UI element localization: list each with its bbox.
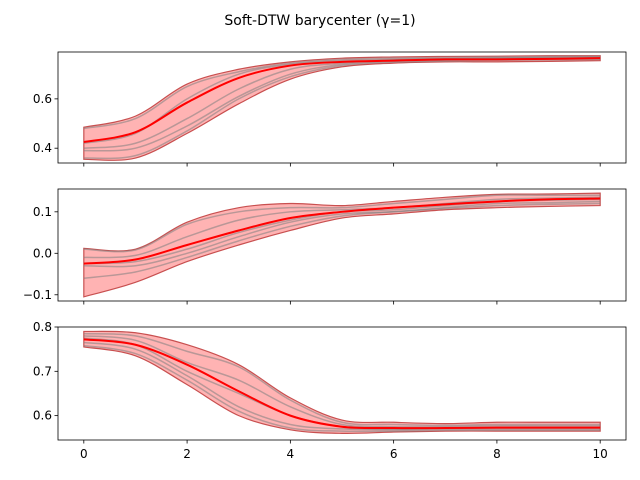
figure-title: Soft-DTW barycenter (γ=1) bbox=[224, 13, 415, 29]
plot-area bbox=[83, 55, 601, 161]
uncertainty-band bbox=[83, 330, 601, 435]
series-line-4 bbox=[83, 341, 601, 431]
series-line-5 bbox=[83, 202, 601, 279]
y-tick-label: 0.8 bbox=[33, 320, 52, 334]
y-tick-label: 0.0 bbox=[33, 246, 52, 260]
barycenter-line bbox=[83, 57, 601, 144]
y-tick-label: 0.7 bbox=[33, 364, 52, 378]
y-tick-label: 0.6 bbox=[33, 92, 52, 106]
series-line-1 bbox=[83, 55, 601, 130]
axes-frame bbox=[57, 326, 627, 441]
x-tick-label: 8 bbox=[493, 447, 501, 461]
y-tick-label: 0.1 bbox=[33, 205, 52, 219]
axes-frame bbox=[57, 188, 627, 302]
series-line-1 bbox=[83, 332, 601, 427]
plot-area bbox=[83, 330, 601, 435]
barycenter-line bbox=[83, 197, 601, 265]
barycenter-line bbox=[83, 338, 601, 430]
series-line-2 bbox=[83, 335, 601, 428]
y-tick-label: −0.1 bbox=[23, 288, 52, 302]
x-tick-label: 6 bbox=[390, 447, 398, 461]
x-tick-label: 10 bbox=[593, 447, 608, 461]
subplot-2: −0.1 0.0 0.1 bbox=[23, 188, 627, 305]
subplot-3: 0 2 4 6 8 10 0.6 0.7 0.8 bbox=[33, 320, 627, 461]
y-tick-label: 0.4 bbox=[33, 141, 52, 155]
series-line-3 bbox=[83, 56, 601, 149]
series-line-1 bbox=[83, 194, 601, 253]
x-tick-label: 2 bbox=[183, 447, 191, 461]
subplots: 0.4 0.6 −0.1 0.0 0.1 0 2 4 6 8 10 0.6 0.7 0.8 bbox=[23, 51, 627, 461]
y-tick-label: 0.6 bbox=[33, 409, 52, 423]
axes-frame bbox=[57, 51, 627, 164]
x-tick-label: 0 bbox=[80, 447, 88, 461]
plot-area bbox=[83, 192, 601, 298]
series-line-2 bbox=[83, 196, 601, 259]
uncertainty-band bbox=[83, 192, 601, 298]
x-tick-label: 4 bbox=[287, 447, 295, 461]
uncertainty-band bbox=[83, 55, 601, 161]
series-line-4 bbox=[83, 200, 601, 268]
series-line-5 bbox=[83, 344, 601, 433]
subplot-1: 0.4 0.6 bbox=[33, 51, 627, 167]
